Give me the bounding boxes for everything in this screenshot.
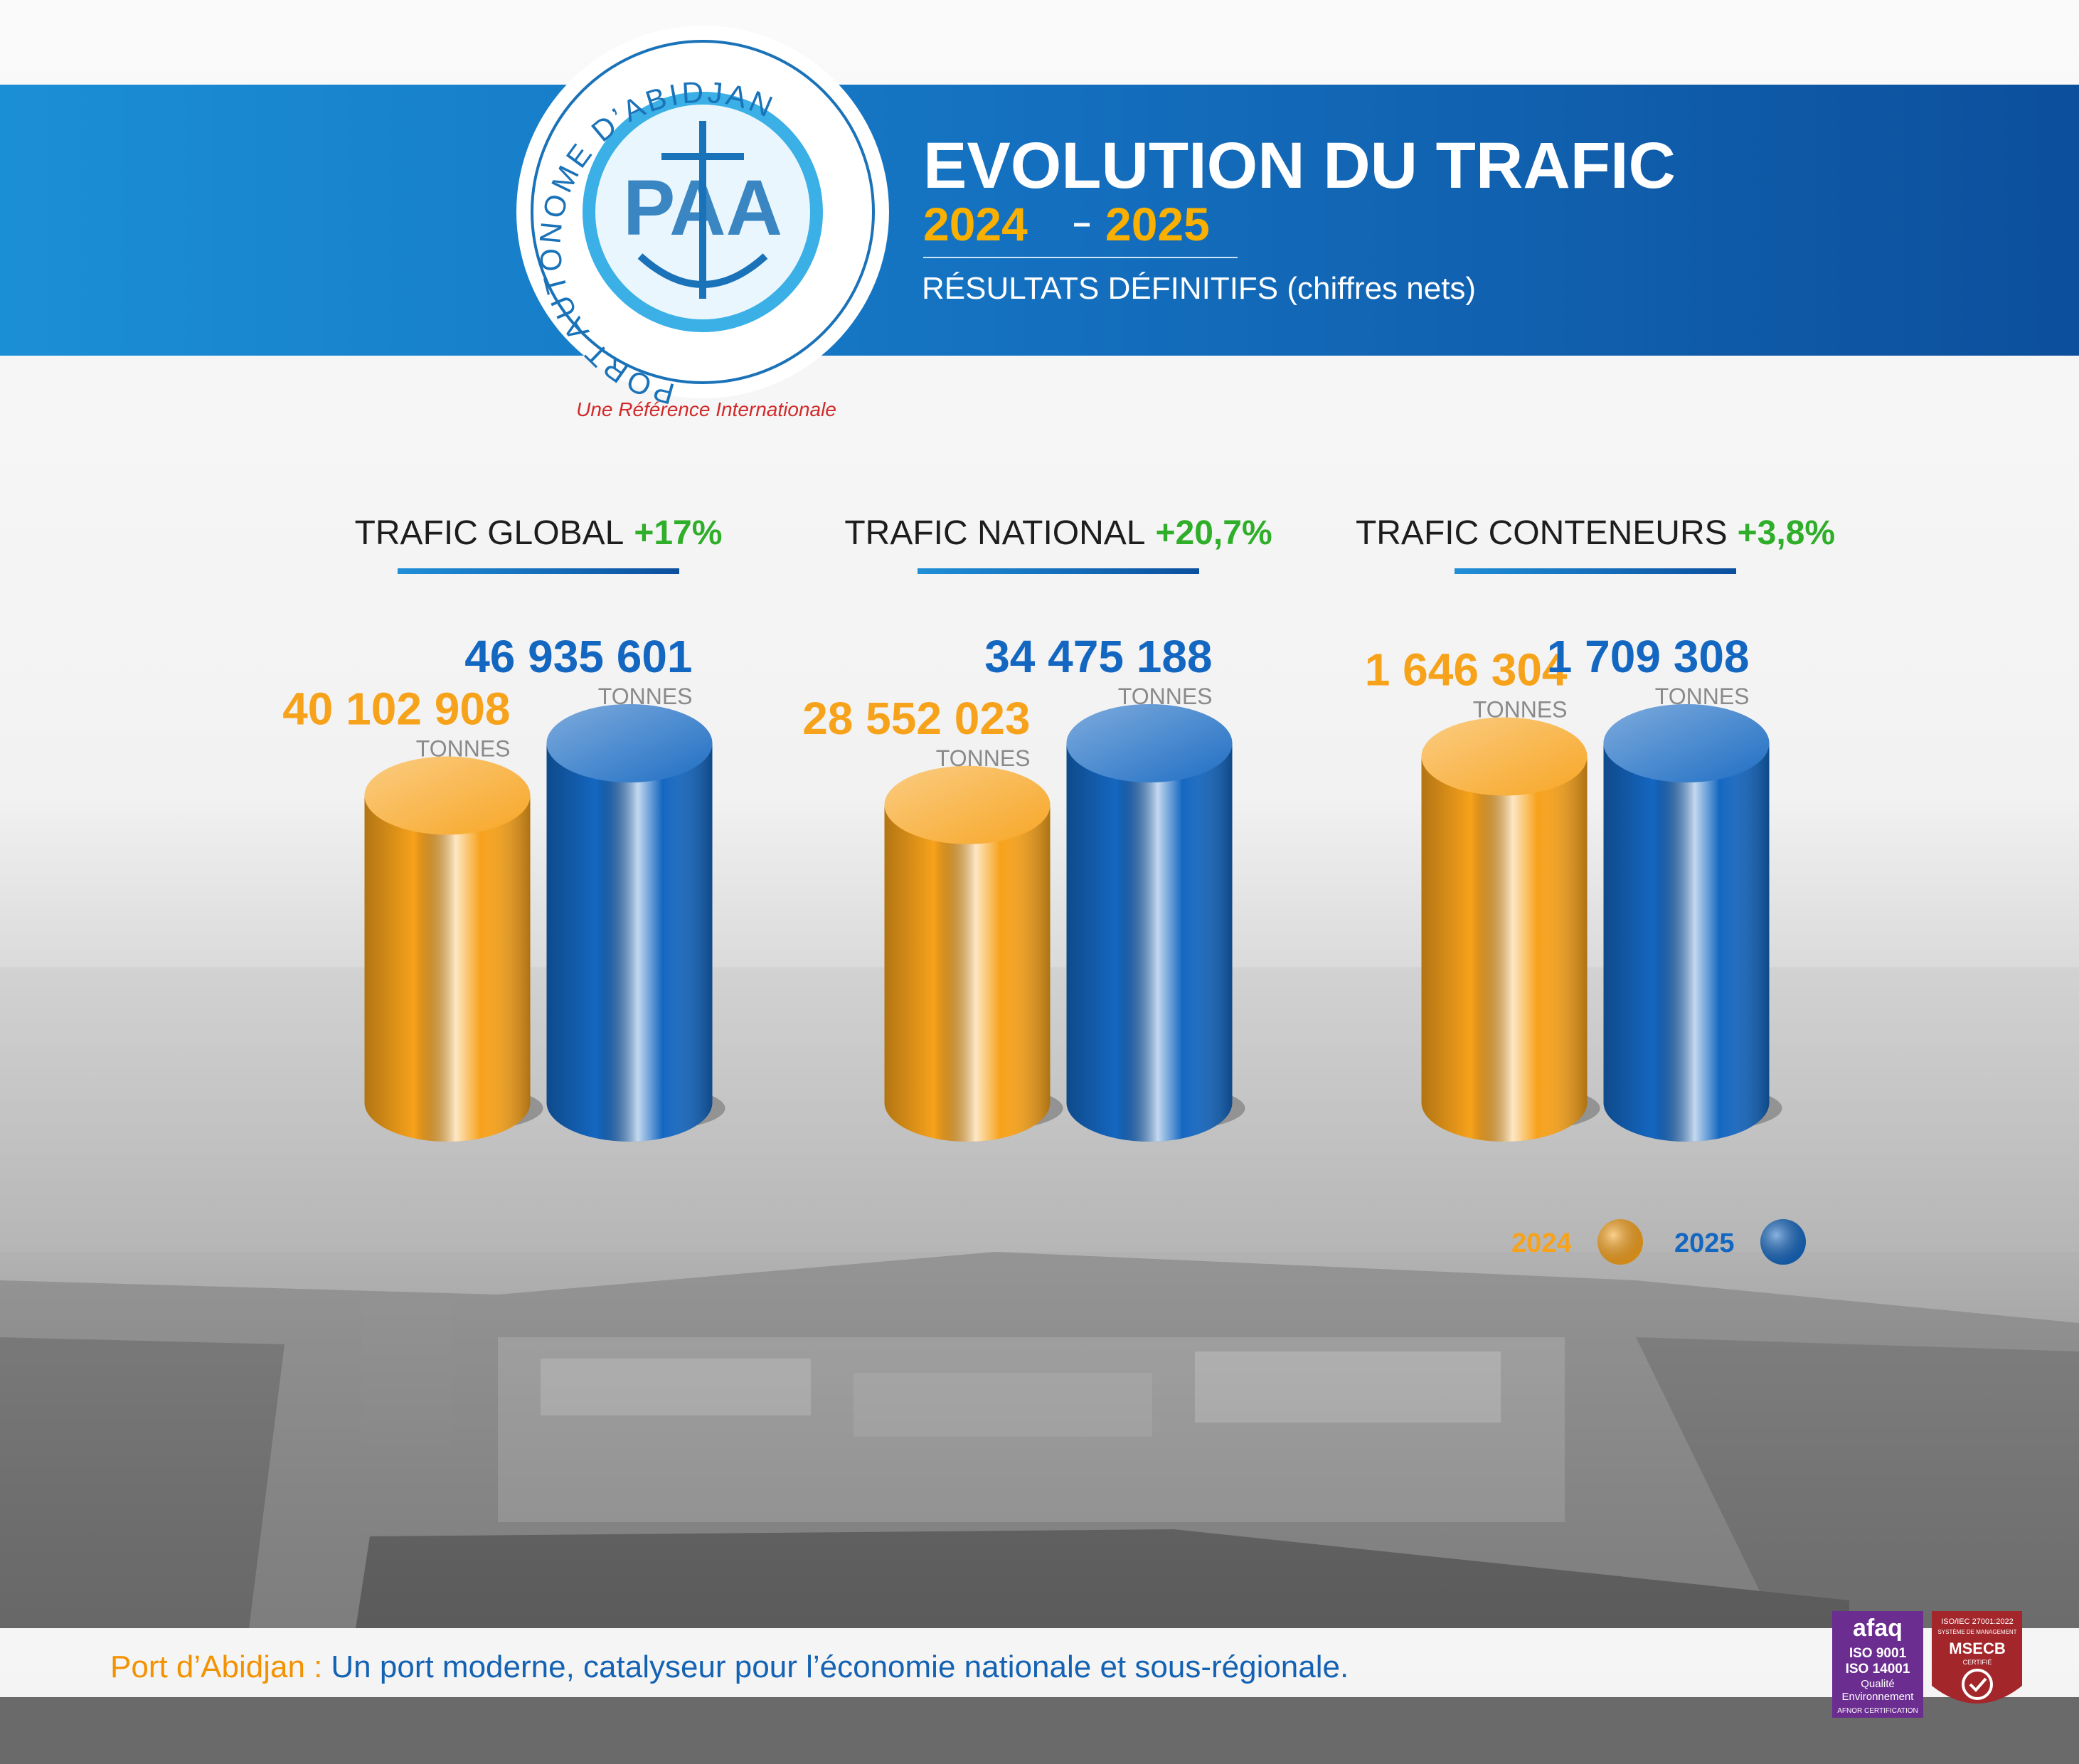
legend-label: 2025 bbox=[1674, 1228, 1735, 1258]
bar-shading bbox=[364, 795, 531, 1142]
chart-title: TRAFIC CONTENEURS +3,8% bbox=[1356, 514, 1835, 552]
badge-text: SYSTÈME DE MANAGEMENT bbox=[1937, 1629, 2016, 1635]
year-end: 2025 bbox=[1105, 198, 1210, 250]
unit-label: TONNES bbox=[416, 736, 511, 762]
value-label: 46 935 601 bbox=[464, 631, 692, 682]
unit-label: TONNES bbox=[1473, 697, 1568, 723]
chart-title: TRAFIC GLOBAL +17% bbox=[355, 514, 723, 552]
value-label: 40 102 908 bbox=[282, 684, 510, 735]
title-underline bbox=[398, 568, 679, 574]
subtitle: RÉSULTATS DÉFINITIFS (chiffres nets) bbox=[922, 271, 1476, 306]
badge-text: ISO 14001 bbox=[1846, 1662, 1910, 1677]
badge-bg bbox=[1932, 1611, 2022, 1704]
tagline: Une Référence Internationale bbox=[576, 398, 836, 420]
bar-shading bbox=[1421, 756, 1588, 1142]
badge-text: ISO/IEC 27001:2022 bbox=[1941, 1617, 2014, 1626]
chart-title-text: TRAFIC NATIONAL bbox=[844, 514, 1145, 552]
footer-label: Port d’Abidjan : bbox=[110, 1649, 322, 1684]
unit-label: TONNES bbox=[1118, 684, 1213, 709]
logo-monogram: PAA bbox=[623, 164, 782, 252]
badge-text: MSECB bbox=[1949, 1640, 2005, 1657]
badge-text: afaq bbox=[1853, 1615, 1903, 1642]
year-start: 2024 bbox=[923, 198, 1028, 250]
change-label: +3,8% bbox=[1738, 514, 1835, 552]
legend: 2024 2025 bbox=[1511, 1219, 1806, 1265]
badge-text: AFNOR CERTIFICATION bbox=[1837, 1707, 1918, 1715]
chart: TRAFIC NATIONAL +20,7%28 552 023TONNES34 … bbox=[802, 514, 1272, 1142]
bar-top-shading bbox=[884, 765, 1051, 844]
header-band bbox=[0, 85, 2079, 356]
logo-ring bbox=[531, 40, 875, 384]
badge-afaq: afaq ISO 9001 ISO 14001 Qualité Environn… bbox=[1832, 1611, 1923, 1718]
value-label: 1 646 304 bbox=[1365, 644, 1568, 696]
chart-title-text: TRAFIC CONTENEURS bbox=[1356, 514, 1728, 552]
footer-band bbox=[0, 1628, 2079, 1697]
badge-bg bbox=[1832, 1611, 1923, 1718]
badge-text: CERTIFIÉ bbox=[1963, 1659, 1992, 1666]
badge-text: Qualité bbox=[1861, 1678, 1895, 1690]
title-underline bbox=[918, 568, 1199, 574]
unit-label: TONNES bbox=[1655, 684, 1750, 709]
bar-shading bbox=[884, 804, 1051, 1142]
logo-anchor bbox=[637, 121, 768, 299]
footer-text: Un port moderne, catalyseur pour l’écono… bbox=[331, 1649, 1349, 1684]
unit-label: TONNES bbox=[936, 745, 1031, 771]
bar-top-shading bbox=[1066, 704, 1233, 782]
title-underline bbox=[1455, 568, 1736, 574]
badge-check bbox=[1969, 1677, 1987, 1692]
chart-title: TRAFIC NATIONAL +20,7% bbox=[844, 514, 1272, 552]
legend-swatch-shading bbox=[1760, 1219, 1806, 1265]
badge-msecb: ISO/IEC 27001:2022 SYSTÈME DE MANAGEMENT… bbox=[1932, 1611, 2022, 1704]
value-label: 34 475 188 bbox=[984, 631, 1212, 682]
title: EVOLUTION DU TRAFIC bbox=[923, 129, 1676, 202]
value-label: 28 552 023 bbox=[802, 693, 1030, 744]
unit-label: TONNES bbox=[598, 684, 693, 709]
bar-shading bbox=[1603, 743, 1770, 1142]
bar-shading bbox=[546, 743, 713, 1142]
chart-title-text: TRAFIC GLOBAL bbox=[355, 514, 624, 552]
badge-text: Environnement bbox=[1842, 1691, 1915, 1703]
change-label: +20,7% bbox=[1156, 514, 1272, 552]
bar-top-shading bbox=[1421, 717, 1588, 796]
legend-label: 2024 bbox=[1511, 1228, 1572, 1258]
bottom-band bbox=[0, 1697, 2079, 1764]
legend-swatch-shading bbox=[1597, 1219, 1643, 1265]
logo: PORT AUTONOME D’ABIDJAN PAA bbox=[516, 26, 889, 411]
bar-top-shading bbox=[364, 756, 531, 835]
badge-text: ISO 9001 bbox=[1849, 1646, 1907, 1661]
badge-check bbox=[1962, 1669, 1993, 1700]
bar-shading bbox=[1066, 743, 1233, 1142]
value-label: 1 709 308 bbox=[1547, 631, 1750, 682]
footer: Port d’Abidjan : Un port moderne, catalys… bbox=[110, 1649, 1349, 1684]
bar-top-shading bbox=[1603, 704, 1770, 782]
bar-top-shading bbox=[546, 704, 713, 782]
change-label: +17% bbox=[634, 514, 722, 552]
